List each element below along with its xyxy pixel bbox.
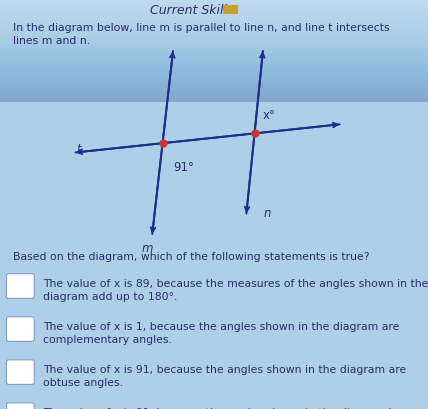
Text: 91°: 91° (173, 160, 194, 173)
Text: m: m (142, 241, 153, 254)
Text: The value of x is 91, because the angles shown in the diagram have
the same meas: The value of x is 91, because the angles… (43, 407, 415, 409)
FancyBboxPatch shape (6, 274, 34, 299)
FancyBboxPatch shape (6, 403, 34, 409)
Text: The value of x is 91, because the angles shown in the diagram are
obtuse angles.: The value of x is 91, because the angles… (43, 364, 406, 387)
Text: The value of x is 1, because the angles shown in the diagram are
complementary a: The value of x is 1, because the angles … (43, 321, 399, 344)
Text: x°: x° (263, 109, 276, 122)
Text: Based on the diagram, which of the following statements is true?: Based on the diagram, which of the follo… (13, 252, 369, 261)
FancyBboxPatch shape (6, 360, 34, 384)
Text: The value of x is 89, because the measures of the angles shown in the
diagram ad: The value of x is 89, because the measur… (43, 278, 428, 301)
Text: n: n (263, 206, 271, 219)
FancyBboxPatch shape (6, 317, 34, 342)
Text: Current Skill: Current Skill (150, 4, 227, 17)
Text: In the diagram below, line m is parallel to line n, and line t intersects
lines : In the diagram below, line m is parallel… (13, 22, 389, 46)
Bar (223, 6, 238, 15)
Text: t: t (77, 143, 81, 156)
